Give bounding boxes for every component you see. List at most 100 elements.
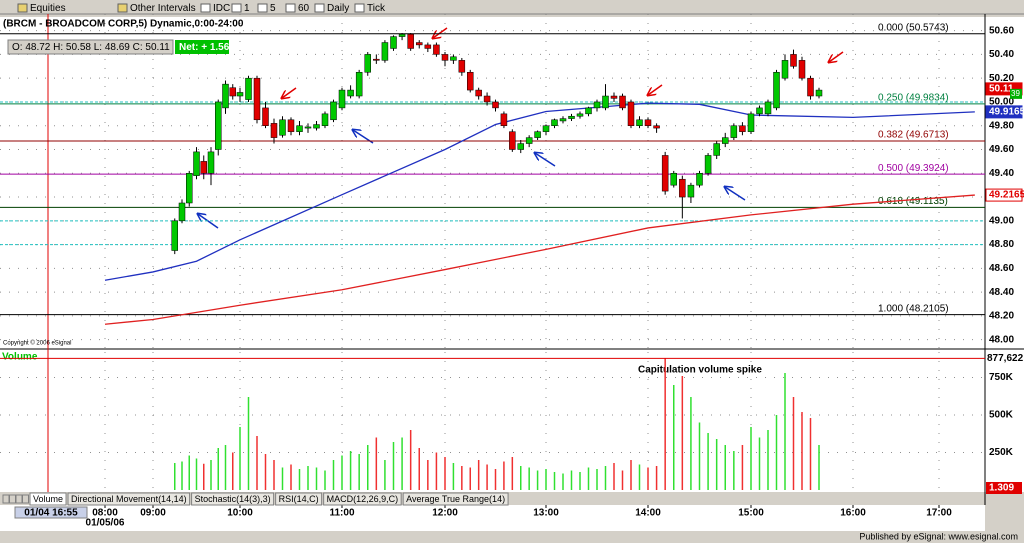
tab-frame[interactable]	[275, 492, 323, 506]
tab-scroll[interactable]	[22, 494, 29, 504]
candle-body	[475, 89, 482, 97]
y-tick-label: 49.40	[989, 168, 1014, 179]
ohlc-text: O: 48.72 H: 50.58 L: 48.69 C: 50.11	[12, 42, 170, 53]
tab-frame[interactable]	[191, 492, 275, 506]
price-marker-box	[985, 105, 1023, 119]
tab-frame[interactable]	[29, 492, 67, 506]
toolbar-icon[interactable]	[200, 3, 211, 13]
toolbar-button[interactable]: Tick	[367, 3, 386, 14]
candle-body	[644, 119, 652, 126]
red-arrow	[282, 87, 297, 98]
candle-body	[593, 101, 601, 109]
candle-body	[815, 89, 823, 97]
candle-body	[542, 125, 550, 132]
countdown-box	[1010, 88, 1022, 99]
tab-frame[interactable]	[67, 492, 191, 506]
time-axis	[0, 505, 985, 531]
x-tick-label: 13:00	[533, 508, 559, 519]
candle-body	[509, 131, 516, 150]
indicator-tab[interactable]: Stochastic(14(3),3)	[195, 494, 271, 504]
vol-max-label: 877,622	[987, 353, 1024, 364]
candle-body	[687, 184, 695, 198]
footer: Published by eSignal: www.esignal.com	[859, 531, 1018, 541]
candle-body	[534, 131, 541, 138]
toolbar-icon[interactable]	[257, 3, 268, 13]
ohlc-box	[7, 39, 174, 55]
candle-body	[450, 56, 457, 61]
toolbar-button[interactable]: IDC	[213, 3, 230, 14]
candle-body	[781, 60, 789, 79]
cursor-label: 01/04 16:55	[24, 508, 78, 519]
toolbar-icon[interactable]	[285, 3, 296, 13]
candle-body	[670, 173, 677, 186]
toolbar-icon[interactable]	[17, 3, 28, 13]
toolbar-button[interactable]: Equities	[30, 3, 66, 14]
candle-body	[576, 113, 584, 117]
toolbar-button[interactable]: 1	[244, 3, 250, 14]
toolbar-button[interactable]: Other Intervals	[130, 3, 196, 14]
date-label: 01/05/06	[86, 518, 125, 529]
candle-body	[807, 77, 814, 97]
candle-body	[347, 89, 354, 97]
vol-tick-label: 250K	[989, 447, 1014, 458]
indicator-tab[interactable]: Directional Movement(14,14)	[71, 494, 187, 504]
candle-body	[207, 151, 215, 174]
candle-body	[722, 137, 729, 144]
toolbar-button[interactable]: 5	[270, 3, 276, 14]
candle-body	[321, 113, 329, 126]
candle-body	[661, 155, 669, 192]
candle-body	[270, 123, 278, 138]
toolbar	[0, 0, 1024, 17]
volume-title: Volume	[2, 352, 38, 363]
candle-body	[222, 83, 229, 109]
candle-body	[492, 101, 499, 109]
indicator-tab[interactable]: RSI(14,C)	[279, 494, 319, 504]
toolbar-button[interactable]: Daily	[327, 3, 349, 14]
y-tick-label: 49.60	[989, 144, 1014, 155]
y-tick-label: 50.40	[989, 49, 1014, 60]
tab-frame[interactable]	[402, 492, 509, 506]
candle-body	[200, 161, 207, 174]
cursor-box	[14, 506, 88, 519]
tab-frame[interactable]	[323, 492, 402, 506]
tab-scroll[interactable]	[9, 494, 16, 504]
toolbar-button[interactable]: 60	[298, 3, 310, 14]
candle-body	[730, 125, 738, 138]
candle-body	[262, 107, 269, 126]
y-tick-label: 49.00	[989, 215, 1014, 226]
y-tick-label: 48.00	[989, 334, 1014, 345]
x-tick-label: 12:00	[432, 508, 458, 519]
y-tick-label: 50.20	[989, 73, 1014, 84]
vol-tick-label: 500K	[989, 410, 1014, 421]
candle-body	[245, 77, 252, 100]
candle-body	[627, 101, 635, 126]
toolbar-icon[interactable]	[231, 3, 242, 13]
candle-body	[696, 173, 703, 186]
candle-body	[253, 77, 261, 121]
candle-body	[186, 173, 193, 204]
candle-body	[704, 155, 712, 174]
price-marker: 49.2165	[989, 190, 1024, 201]
annotation: Capitulation volume spike	[638, 365, 762, 376]
candle-body	[467, 71, 474, 91]
candle-body	[790, 54, 797, 67]
red-arrow	[433, 27, 448, 38]
tab-scroll[interactable]	[2, 494, 10, 504]
candle-body	[355, 71, 363, 97]
net-box	[175, 40, 229, 54]
x-tick-label: 15:00	[738, 508, 764, 519]
candle-body	[171, 220, 178, 251]
candle-body	[458, 60, 466, 73]
net-text: Net: + 1.56	[179, 42, 230, 53]
toolbar-icon[interactable]	[314, 3, 325, 13]
toolbar-icon[interactable]	[117, 3, 128, 13]
indicator-tab[interactable]: Volume	[33, 494, 63, 504]
toolbar-icon[interactable]	[354, 3, 365, 13]
indicator-tab[interactable]: MACD(12,26,9,C)	[327, 494, 399, 504]
indicator-tab[interactable]: Average True Range(14)	[406, 494, 505, 504]
price-marker: 49.9165	[989, 107, 1024, 118]
candle-body	[287, 119, 295, 132]
tab-scroll[interactable]	[15, 494, 23, 504]
price-marker: 50.11	[989, 84, 1014, 95]
price-marker-box	[985, 188, 1023, 202]
